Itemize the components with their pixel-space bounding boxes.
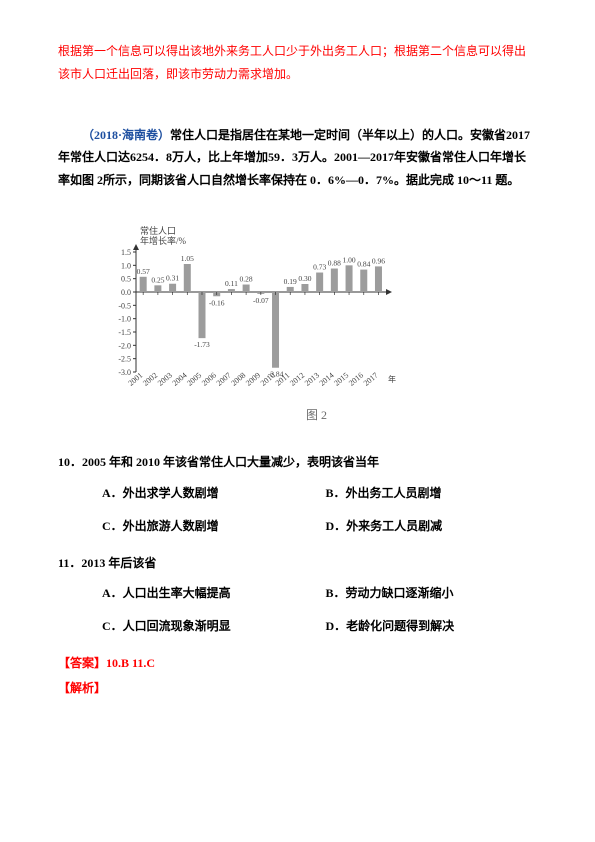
q10-option-c: C．外出旅游人数剧增 bbox=[102, 515, 314, 538]
q10-option-d: D．外来务工人员剧减 bbox=[326, 515, 538, 538]
svg-text:常住人口: 常住人口 bbox=[140, 225, 176, 236]
svg-text:0.25: 0.25 bbox=[151, 276, 164, 285]
svg-text:0.88: 0.88 bbox=[328, 259, 341, 268]
svg-text:-0.07: -0.07 bbox=[253, 296, 269, 305]
svg-text:0.30: 0.30 bbox=[298, 274, 311, 283]
svg-text:-2.5: -2.5 bbox=[118, 355, 131, 364]
svg-text:2017: 2017 bbox=[362, 371, 380, 388]
svg-text:0.84: 0.84 bbox=[357, 260, 370, 269]
q11-option-a: A．人口出生率大幅提高 bbox=[102, 582, 314, 605]
chart-figure: -3.0 -2.5 -2.0 -1.5 -1.0 -0.5 0.0 0.5 1.0 1.5 常住人口… bbox=[96, 222, 537, 427]
q11-option-c: C．人口回流现象渐明显 bbox=[102, 615, 314, 638]
svg-text:-1.5: -1.5 bbox=[118, 328, 131, 337]
svg-text:-0.16: -0.16 bbox=[209, 299, 225, 308]
q10-option-b: B．外出务工人员剧增 bbox=[326, 482, 538, 505]
svg-text:-3.0: -3.0 bbox=[118, 368, 131, 377]
analysis-label: 【解析】 bbox=[58, 677, 537, 700]
svg-text:0.28: 0.28 bbox=[240, 275, 253, 284]
svg-text:0.5: 0.5 bbox=[121, 275, 131, 284]
svg-text:1.5: 1.5 bbox=[121, 248, 131, 257]
svg-text:0.96: 0.96 bbox=[372, 257, 385, 266]
passage-source: （2018·海南卷） bbox=[82, 128, 170, 142]
svg-text:1.00: 1.00 bbox=[342, 256, 355, 265]
svg-text:-2.0: -2.0 bbox=[118, 342, 131, 351]
svg-text:0.31: 0.31 bbox=[166, 274, 179, 283]
svg-text:0.73: 0.73 bbox=[313, 263, 326, 272]
answers-line: 【答案】10.B 11.C bbox=[58, 652, 537, 675]
svg-text:0.57: 0.57 bbox=[137, 267, 150, 276]
q10-options: A．外出求学人数剧增 B．外出务工人员剧增 C．外出旅游人数剧增 D．外来务工人… bbox=[102, 482, 537, 538]
svg-text:年: 年 bbox=[388, 374, 396, 384]
q10-stem: 10．2005 年和 2010 年该省常住人口大量减少，表明该省当年 bbox=[58, 451, 537, 474]
svg-text:年增长率/%: 年增长率/% bbox=[140, 235, 187, 246]
svg-text:1.05: 1.05 bbox=[181, 254, 194, 263]
q11-option-d: D．老龄化问题得到解决 bbox=[326, 615, 538, 638]
svg-text:-1.73: -1.73 bbox=[194, 341, 210, 350]
q11-option-b: B．劳动力缺口逐渐缩小 bbox=[326, 582, 538, 605]
q11-options: A．人口出生率大幅提高 B．劳动力缺口逐渐缩小 C．人口回流现象渐明显 D．老龄… bbox=[102, 582, 537, 638]
population-growth-chart: -3.0 -2.5 -2.0 -1.5 -1.0 -0.5 0.0 0.5 1.0 1.5 常住人口… bbox=[96, 222, 396, 402]
svg-text:0.19: 0.19 bbox=[284, 277, 297, 286]
q10-option-a: A．外出求学人数剧增 bbox=[102, 482, 314, 505]
q11-stem: 11．2013 年后该省 bbox=[58, 552, 537, 575]
svg-text:-1.0: -1.0 bbox=[118, 315, 131, 324]
svg-text:1.0: 1.0 bbox=[121, 262, 131, 271]
passage: （2018·海南卷）常住人口是指居住在某地一定时间（半年以上）的人口。安徽省20… bbox=[58, 124, 537, 192]
svg-text:-0.5: -0.5 bbox=[118, 302, 131, 311]
intro-red-text: 根据第一个信息可以得出该地外来务工人口少于外出务工人口；根据第二个信息可以得出该… bbox=[58, 40, 537, 86]
chart-caption: 图 2 bbox=[96, 404, 537, 427]
svg-text:0.11: 0.11 bbox=[225, 279, 238, 288]
svg-text:0.0: 0.0 bbox=[121, 288, 131, 297]
